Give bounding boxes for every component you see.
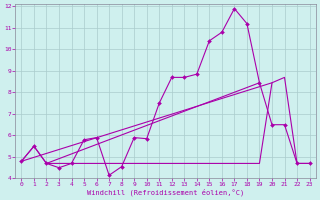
X-axis label: Windchill (Refroidissement éolien,°C): Windchill (Refroidissement éolien,°C): [87, 188, 244, 196]
